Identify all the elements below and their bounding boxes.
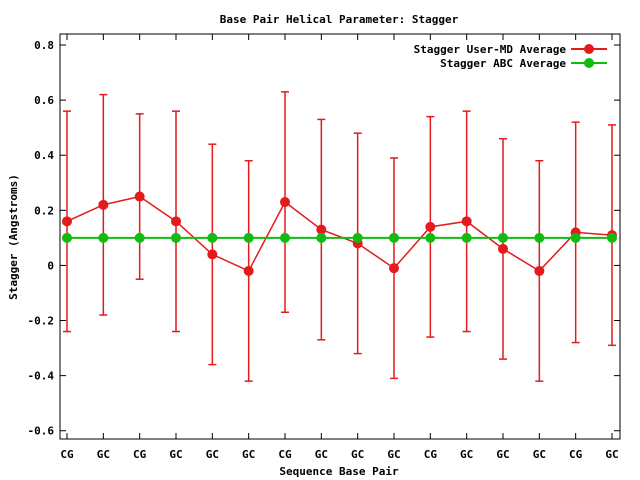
series-layer [62,91,617,382]
plot-frame [59,33,621,440]
series-abc-point [425,232,436,243]
series-abc-point [389,232,399,243]
x-tick-label: CG [424,448,438,461]
y-axis-label: Stagger (Angstroms) [7,174,20,300]
legend-label: Stagger User-MD Average [414,43,567,56]
x-tick-label: GC [97,448,110,461]
series-abc-point [207,232,218,243]
series-user-md-point [134,191,145,202]
series-abc-point [461,232,472,243]
x-tick-label: CG [569,448,583,461]
x-tick-label: GC [460,448,473,461]
series-user-md-point [280,197,290,208]
y-tick-label: 0.6 [34,94,54,107]
chart-title: Base Pair Helical Parameter: Stagger [220,13,459,26]
series-abc-point [62,232,72,243]
x-tick-label: GC [387,448,400,461]
series-abc-point [134,232,145,243]
series-user-md-point [207,249,218,260]
legend-label: Stagger ABC Average [440,57,566,70]
series-user-md-point [498,243,508,254]
y-tick-label: -0.6 [28,425,55,438]
x-tick-label: GC [315,448,328,461]
series-abc-point [280,232,290,243]
series-abc-point [498,232,508,243]
x-tick-label: CG [278,448,292,461]
series-abc-point [316,232,327,243]
x-tick-label: CG [133,448,147,461]
x-tick-label: GC [605,448,618,461]
series-user-md-point [98,199,109,210]
x-tick-label: GC [533,448,546,461]
legend-marker [584,58,594,68]
series-user-md-point [171,216,181,227]
series-user-md-point [62,216,72,227]
series-user-md-point [243,265,254,276]
series-abc-point [352,232,363,243]
y-tick-label: 0 [47,259,54,272]
y-tick-label: -0.2 [28,315,55,328]
x-axis-label: Sequence Base Pair [279,465,399,478]
x-tick-label: GC [496,448,509,461]
series-abc-point [570,232,581,243]
axes-layer: -0.6 -0.4 -0.2 0 0.2 0.4 0.6 0.8 CG GC CG GC GC GC CG G… [28,34,620,461]
series-abc-point [607,232,617,243]
series-abc-point [98,232,109,243]
series-abc-point [534,232,545,243]
x-tick-label: GC [242,448,255,461]
y-tick-label: 0.2 [34,204,54,217]
y-tick-label: 0.8 [34,39,54,52]
x-tick-label: CG [60,448,74,461]
series-abc-point [243,232,254,243]
series-user-md-point [461,216,472,227]
x-tick-label: GC [351,448,364,461]
series-user-md-point [425,221,436,232]
series-user-md-point [316,224,327,235]
y-tick-label: 0.4 [34,149,54,162]
legend-marker [584,44,594,54]
series-user-md-point [534,265,545,276]
series-user-md-point [389,263,399,274]
series-abc-point [171,232,181,243]
series-user-md-line [66,195,613,272]
x-tick-label: GC [169,448,182,461]
x-tick-label: GC [206,448,219,461]
y-tick-label: -0.4 [28,370,55,383]
